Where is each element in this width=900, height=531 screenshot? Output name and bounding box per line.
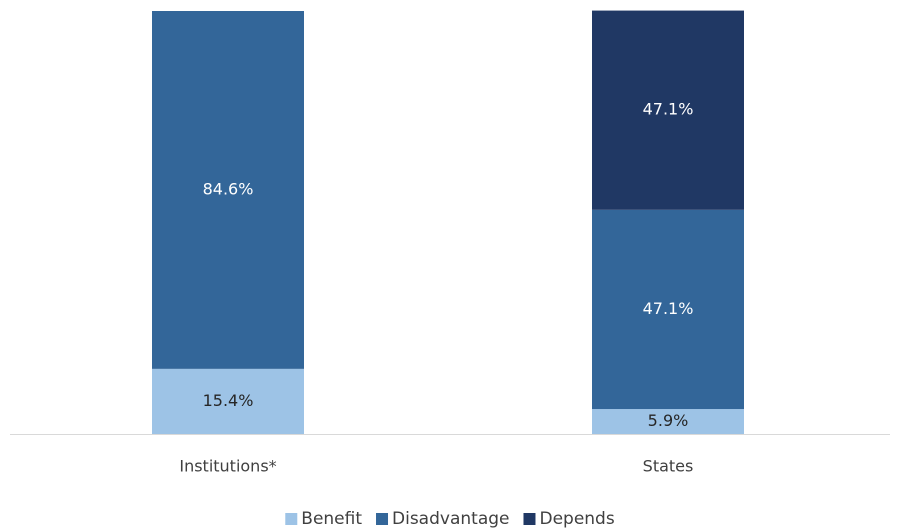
legend-label: Benefit: [301, 509, 362, 529]
data-label: 84.6%: [203, 179, 254, 198]
bar-segment: [592, 10, 744, 210]
data-label: 47.1%: [643, 100, 694, 119]
bar-segment: [152, 11, 304, 369]
bar-segment: [592, 409, 744, 434]
bar-segment: [152, 368, 304, 434]
legend-label: Depends: [539, 509, 614, 529]
data-label: 15.4%: [203, 391, 254, 410]
bar-segment: [592, 209, 744, 410]
legend-swatch: [523, 513, 536, 525]
x-tick-label: Institutions*: [179, 457, 276, 476]
legend-swatch: [376, 513, 389, 525]
legend: Benefit Disadvantage Depends: [285, 509, 615, 529]
data-label: 47.1%: [643, 299, 694, 318]
data-label: 5.9%: [648, 411, 689, 430]
legend-swatch: [285, 513, 298, 525]
x-tick-label: States: [643, 457, 694, 476]
legend-label: Disadvantage: [392, 509, 509, 529]
